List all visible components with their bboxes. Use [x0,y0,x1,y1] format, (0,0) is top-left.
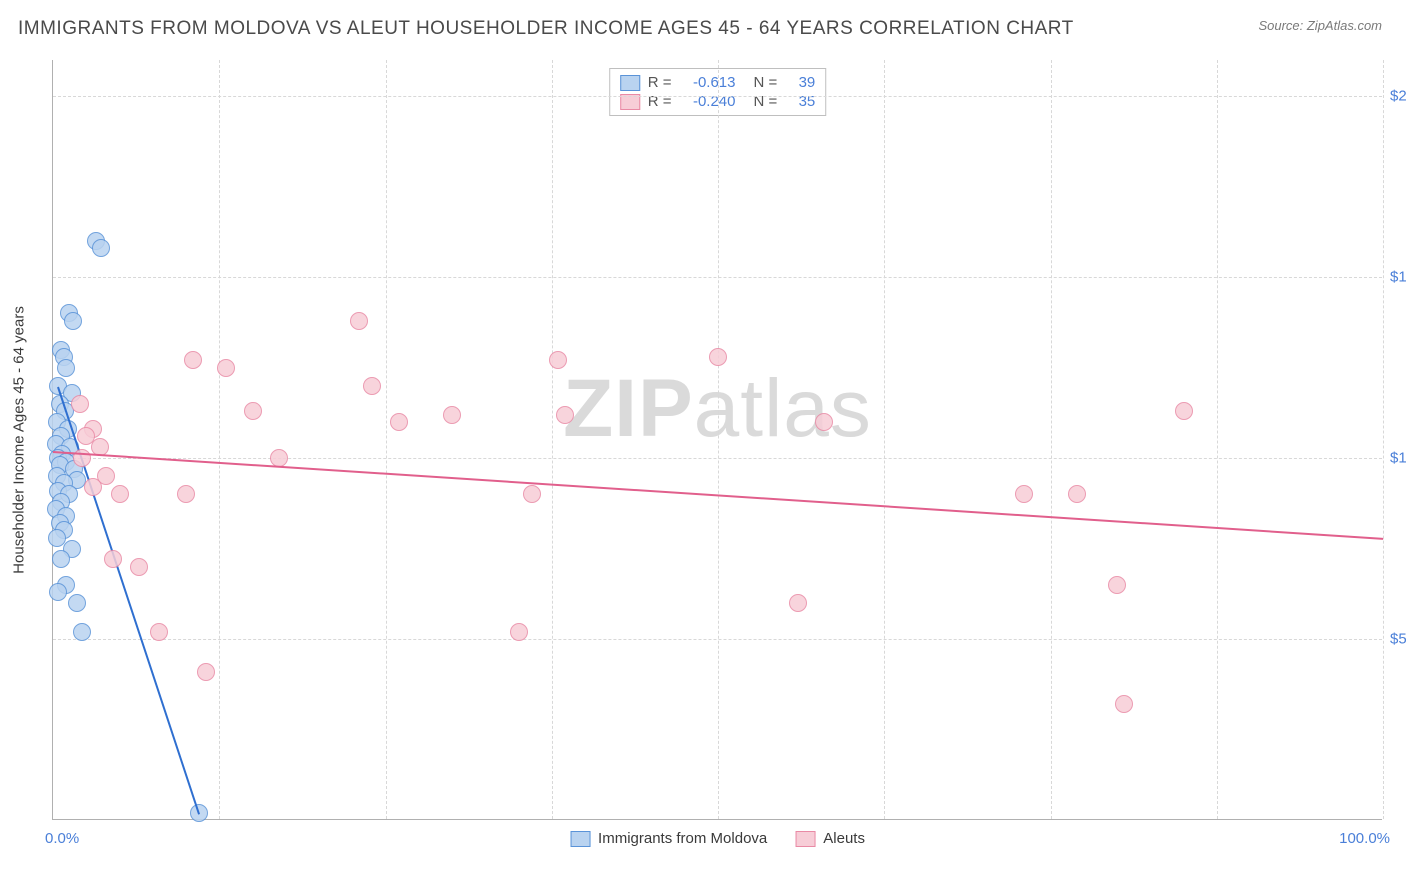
x-tick-min: 0.0% [45,830,79,847]
data-point [390,413,408,431]
x-tick-max: 100.0% [1339,830,1390,847]
data-point [49,583,67,601]
y-tick-label: $200,000 [1390,88,1406,105]
gridline-vertical [1051,60,1052,819]
data-point [549,351,567,369]
legend-swatch [570,831,590,847]
y-tick-label: $100,000 [1390,450,1406,467]
chart-title: IMMIGRANTS FROM MOLDOVA VS ALEUT HOUSEHO… [18,18,1074,40]
data-point [104,550,122,568]
data-point [73,623,91,641]
gridline-vertical [552,60,553,819]
data-point [443,406,461,424]
gridline-vertical [219,60,220,819]
data-point [1115,695,1133,713]
data-point [789,594,807,612]
data-point [510,623,528,641]
data-point [150,623,168,641]
data-point [184,351,202,369]
legend-swatch [795,831,815,847]
chart-plot-area: Householder Income Ages 45 - 64 years ZI… [52,60,1382,820]
data-point [350,312,368,330]
data-point [244,402,262,420]
source-label: Source: ZipAtlas.com [1258,18,1382,33]
series-legend: Immigrants from Moldova Aleuts [570,830,865,847]
gridline-vertical [718,60,719,819]
data-point [363,377,381,395]
legend-label: Aleuts [823,830,865,847]
data-point [68,594,86,612]
data-point [84,478,102,496]
data-point [1015,485,1033,503]
data-point [815,413,833,431]
data-point [111,485,129,503]
data-point [64,312,82,330]
stat-r-value: -0.613 [680,74,736,91]
gridline-vertical [884,60,885,819]
data-point [709,348,727,366]
data-point [52,550,70,568]
legend-label: Immigrants from Moldova [598,830,767,847]
stat-n-label: N = [754,74,778,91]
data-point [92,239,110,257]
gridline-vertical [1217,60,1218,819]
stat-n-value: 39 [785,74,815,91]
stat-r-label: R = [648,74,672,91]
data-point [1108,576,1126,594]
legend-item: Aleuts [795,830,865,847]
data-point [130,558,148,576]
data-point [177,485,195,503]
data-point [1068,485,1086,503]
gridline-vertical [386,60,387,819]
y-tick-label: $50,000 [1390,631,1406,648]
data-point [1175,402,1193,420]
data-point [57,359,75,377]
data-point [556,406,574,424]
y-tick-label: $150,000 [1390,269,1406,286]
data-point [197,663,215,681]
gridline-vertical [1383,60,1384,819]
y-axis-label: Householder Income Ages 45 - 64 years [11,306,28,574]
data-point [523,485,541,503]
legend-item: Immigrants from Moldova [570,830,767,847]
legend-swatch [620,75,640,91]
data-point [71,395,89,413]
data-point [217,359,235,377]
